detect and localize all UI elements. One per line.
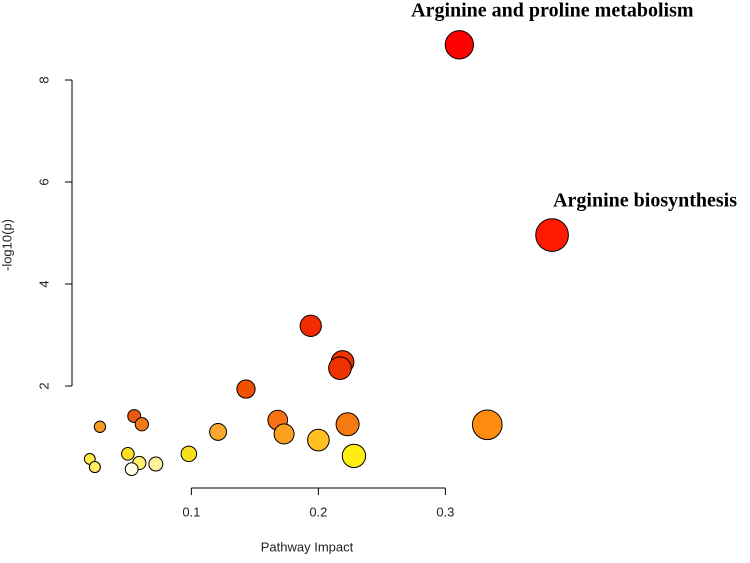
point (444, 30, 475, 60)
point (328, 356, 352, 380)
point (307, 428, 330, 452)
point (124, 462, 139, 477)
point (273, 423, 295, 445)
point (180, 445, 198, 463)
point (148, 456, 164, 472)
y-tick-label: 8 (36, 76, 51, 83)
point (88, 461, 101, 474)
y-axis-label: -log10(p) (0, 219, 14, 271)
point (134, 417, 150, 432)
point (209, 422, 228, 441)
point-label: Arginine biosynthesis (553, 190, 737, 212)
y-tick-label: 4 (36, 280, 51, 287)
point (471, 409, 503, 441)
point (341, 443, 367, 469)
point (236, 379, 256, 399)
x-tick-label: 0.2 (309, 504, 327, 519)
y-tick-label: 6 (36, 178, 51, 185)
point (535, 218, 569, 252)
y-tick-label: 2 (36, 382, 51, 389)
point (335, 412, 360, 437)
x-axis-label: Pathway Impact (261, 539, 354, 554)
point (299, 314, 322, 337)
point (121, 447, 135, 461)
x-tick-label: 0.3 (436, 504, 454, 519)
point-label: Arginine and proline metabolism (411, 0, 694, 21)
point (93, 420, 107, 433)
x-tick-label: 0.1 (182, 504, 200, 519)
